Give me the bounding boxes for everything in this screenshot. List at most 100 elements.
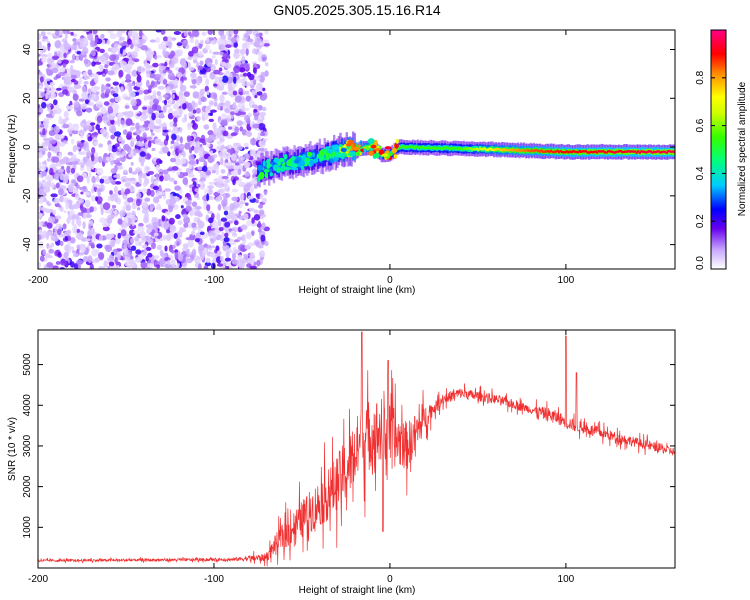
snr-y-tick-label: 4000 (22, 394, 33, 417)
spectrogram-noise-cell (179, 136, 183, 144)
spectrogram-noise-cell (79, 186, 83, 191)
spectrogram-noise-cell (178, 109, 183, 118)
spectrogram-noise-cell (224, 178, 230, 184)
spectrogram-line-cell (381, 153, 389, 157)
spectrogram-noise-cell (243, 153, 251, 160)
spectrogram-line-cell (328, 146, 331, 157)
spectrogram-noise-cell (107, 195, 112, 202)
spectrogram-noise-cell (42, 35, 48, 40)
spectrogram-noise-cell (91, 89, 97, 93)
spectrogram-noise-cell (109, 33, 117, 40)
spectrogram-noise-cell (114, 95, 122, 103)
spectrogram-noise-cell (44, 252, 51, 259)
spectrogram-line-cell (630, 150, 634, 153)
spectrogram-x-tick-label: -200 (28, 275, 48, 286)
spectrogram-noise-cell (215, 167, 220, 176)
spectrogram-line-cell (369, 146, 372, 149)
spectrogram-noise-cell (91, 164, 95, 170)
spectrogram-noise-cell (135, 256, 142, 263)
spectrogram-line-cell (668, 150, 672, 153)
spectrogram-line-cell (258, 172, 264, 180)
spectrogram-line-cell (326, 155, 329, 161)
spectrogram-line-cell (443, 146, 447, 149)
spectrogram-noise-cell (201, 111, 207, 116)
spectrogram-noise-cell (52, 55, 59, 60)
spectrogram-noise-cell (131, 219, 136, 227)
spectrogram-noise-cell (172, 103, 180, 110)
spectrogram-noise-cell (264, 70, 269, 77)
spectrogram-y-tick-label: 0 (22, 144, 33, 150)
spectrogram-noise-cell (254, 115, 259, 121)
spectrogram-noise-cell (175, 50, 181, 58)
spectrogram-noise-cell (143, 95, 148, 102)
spectrogram-noise-cell (150, 189, 155, 197)
spectrogram-noise-cell (127, 243, 131, 248)
spectrogram-noise-cell (231, 214, 238, 222)
spectrogram-line-cell (350, 141, 353, 152)
spectrogram-noise-cell (213, 69, 221, 75)
spectrogram-noise-cell (77, 212, 84, 216)
spectrogram-noise-cell (127, 30, 134, 38)
spectrogram-noise-cell (38, 261, 42, 269)
spectrogram-noise-cell (254, 76, 261, 81)
spectrogram-noise-cell (125, 204, 132, 211)
spectrogram-noise-cell (69, 59, 75, 64)
spectrogram-noise-cell (195, 140, 201, 149)
colorbar-tick-label: 0.8 (695, 70, 706, 84)
spectrogram-noise-cell (206, 143, 211, 148)
spectrogram-noise-cell (170, 145, 174, 150)
spectrogram-noise-cell (99, 235, 103, 241)
spectrogram-noise-cell (209, 150, 213, 155)
spectrogram-line-cell (619, 150, 622, 153)
spectrogram-noise-cell (188, 112, 193, 117)
spectrogram-line-cell (496, 148, 499, 151)
spectrogram-noise-cell (151, 242, 156, 250)
spectrogram-noise-cell (39, 255, 45, 262)
spectrogram-noise-cell (122, 178, 126, 182)
spectrogram-noise-cell (138, 30, 143, 37)
spectrogram-noise-cell (258, 140, 266, 148)
spectrogram-noise-cell (49, 140, 56, 145)
spectrogram-noise-cell (246, 38, 254, 42)
spectrogram-line-cell (626, 150, 629, 153)
spectrogram-noise-cell (185, 251, 190, 255)
spectrogram-line-cell (286, 159, 293, 167)
spectrogram-line-cell (627, 150, 630, 153)
spectrogram-noise-cell (70, 261, 75, 268)
snr-x-ticks: -200 -100 0 100 (28, 330, 575, 585)
spectrogram-noise-cell (188, 154, 195, 162)
spectrogram-noise-cell (222, 130, 229, 137)
spectrogram-noise-cell (113, 43, 118, 48)
spectrogram-noise-cell (206, 105, 211, 111)
spectrogram-noise-cell (120, 229, 127, 237)
spectrogram-line-cell (266, 163, 270, 169)
spectrogram-x-tick-label: 100 (558, 275, 575, 286)
spectrogram-line-cell (635, 151, 638, 154)
spectrogram-noise-cell (197, 166, 204, 171)
spectrogram-noise-cell (198, 146, 205, 152)
spectrogram-noise-cell (218, 67, 223, 72)
spectrogram-noise-cell (98, 252, 105, 260)
spectrogram-noise-cell (153, 232, 159, 237)
spectrogram-line-cell (396, 147, 399, 150)
colorbar: 0.0 0.2 0.4 0.6 0.8 Normalized spectral ampl… (695, 29, 748, 270)
spectrogram-noise-cell (258, 123, 266, 131)
spectrogram-noise-cell (208, 134, 216, 141)
spectrogram-noise-cell (49, 167, 54, 176)
spectrogram-noise-cell (244, 90, 250, 95)
spectrogram-noise-cell (173, 122, 178, 127)
spectrogram-noise-cell (110, 240, 115, 248)
spectrogram-noise-cell (142, 124, 149, 128)
spectrogram-noise-cell (204, 261, 212, 267)
spectrogram-noise-cell (259, 41, 265, 47)
spectrogram-line-cell (413, 147, 417, 150)
spectrogram-noise-cell (38, 53, 41, 57)
spectrogram-noise-cell (136, 74, 142, 83)
spectrogram-noise-cell (57, 228, 62, 236)
spectrogram-noise-cell (183, 31, 188, 37)
spectrogram-noise-cell (233, 76, 237, 84)
spectrogram-noise-cell (208, 112, 213, 116)
spectrogram-noise-cell (221, 175, 229, 180)
spectrogram-noise-cell (129, 229, 136, 236)
spectrogram-noise-cell (45, 116, 52, 121)
